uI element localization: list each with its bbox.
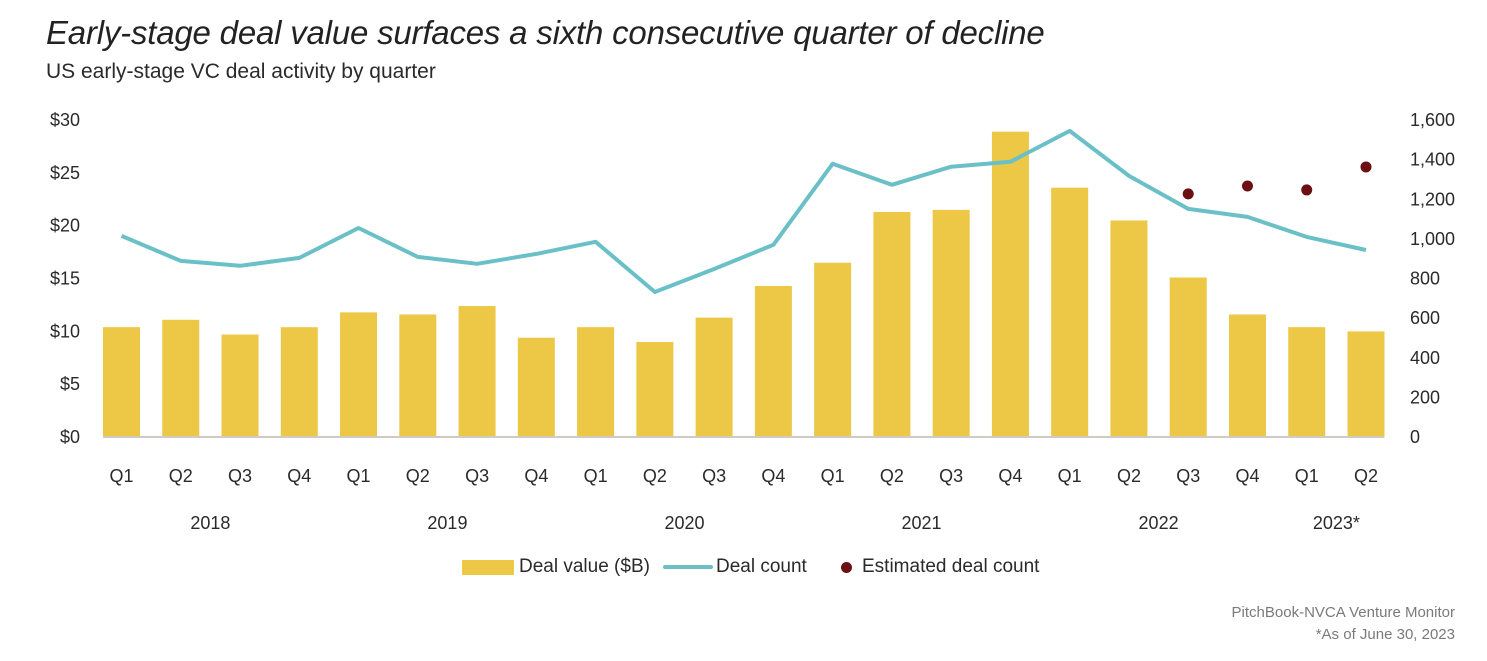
line-series [120, 128, 1367, 294]
x-tick-label: Q3 [939, 466, 963, 486]
bar-series [103, 131, 1385, 436]
bar [162, 319, 200, 436]
x-year-label: 2018 [190, 513, 230, 533]
y2-tick-label: 200 [1410, 387, 1440, 407]
y2-tick-label: 600 [1410, 308, 1440, 328]
y-tick-label: $20 [50, 216, 80, 236]
bar [517, 337, 555, 436]
x-tick-label: Q4 [287, 466, 311, 486]
x-tick-label: Q2 [406, 466, 430, 486]
legend-swatch-line [663, 565, 713, 569]
source-note: PitchBook-NVCA Venture Monitor *As of Ju… [1232, 602, 1455, 646]
x-year-label: 2020 [664, 513, 704, 533]
y-tick-label: $15 [50, 269, 80, 289]
x-axis-ticks: Q1 Q2 Q3 Q4 Q1 Q2 Q3 Q4 Q1 Q2 Q3 Q4 Q1 Q2 Q3 Q4 Q1 Q2 Q3 Q4… [109, 466, 1378, 486]
bar [754, 285, 792, 436]
bar [814, 262, 852, 436]
legend-item-deal-value: Deal value ($B) [462, 554, 650, 580]
bar [1110, 220, 1148, 436]
x-tick-label: Q1 [109, 466, 133, 486]
x-tick-label: Q2 [643, 466, 667, 486]
legend-item-deal-count: Deal count [663, 554, 807, 580]
bar [1228, 314, 1266, 436]
y2-tick-label: 1,200 [1410, 189, 1455, 209]
bar [1347, 331, 1385, 436]
dot-series [1182, 161, 1372, 200]
bar [577, 327, 615, 436]
x-year-label: 2021 [902, 513, 942, 533]
y2-tick-label: 800 [1410, 269, 1440, 289]
estimated-dot [1301, 184, 1313, 196]
bar [340, 312, 378, 436]
y-tick-label: $25 [50, 163, 80, 183]
deal-count-line [120, 128, 1367, 294]
footnote-text: *As of June 30, 2023 [1315, 626, 1455, 643]
y2-tick-label: 400 [1410, 348, 1440, 368]
bar [103, 327, 140, 436]
y-axis-left: $0 $5 $10 $15 $20 $25 $30 [50, 110, 80, 447]
x-tick-label: Q2 [880, 466, 904, 486]
x-tick-label: Q1 [1295, 466, 1319, 486]
bar [221, 334, 259, 436]
bar [991, 131, 1029, 436]
legend-label: Estimated deal count [862, 556, 1040, 577]
x-tick-label: Q3 [228, 466, 252, 486]
y2-tick-label: 1,600 [1410, 110, 1455, 130]
bar [458, 306, 496, 436]
chart-title: Early-stage deal value surfaces a sixth … [46, 14, 1045, 51]
y-axis-right: 0 200 400 600 800 1,000 1,200 1,400 1,600 [1410, 110, 1455, 447]
bar [399, 314, 437, 436]
bar [695, 317, 733, 436]
x-year-label: 2019 [427, 513, 467, 533]
x-year-label: 2022 [1139, 513, 1179, 533]
chart-subtitle: US early-stage VC deal activity by quart… [46, 60, 436, 83]
y-tick-label: $0 [60, 427, 80, 447]
x-tick-label: Q4 [524, 466, 548, 486]
bar [873, 211, 911, 436]
bar [636, 341, 674, 436]
x-year-label: 2023* [1313, 513, 1360, 533]
x-tick-label: Q3 [465, 466, 489, 486]
legend-label: Deal value ($B) [519, 556, 650, 577]
x-tick-label: Q1 [821, 466, 845, 486]
estimated-dot [1182, 188, 1194, 200]
x-tick-label: Q1 [584, 466, 608, 486]
y2-tick-label: 1,400 [1410, 150, 1455, 170]
legend-label: Deal count [716, 556, 807, 577]
x-tick-label: Q2 [169, 466, 193, 486]
y-tick-label: $10 [50, 321, 80, 341]
legend-item-estimated: Estimated deal count [841, 554, 1039, 580]
y-tick-label: $5 [60, 374, 80, 394]
x-tick-label: Q1 [347, 466, 371, 486]
x-tick-label: Q3 [702, 466, 726, 486]
y-tick-label: $30 [50, 110, 80, 130]
x-tick-label: Q1 [1058, 466, 1082, 486]
x-tick-label: Q3 [1176, 466, 1200, 486]
x-tick-label: Q2 [1117, 466, 1141, 486]
bar [1288, 327, 1326, 436]
x-tick-label: Q4 [761, 466, 785, 486]
estimated-dot [1360, 161, 1372, 173]
bar [1169, 277, 1207, 436]
x-tick-label: Q4 [1235, 466, 1259, 486]
x-tick-label: Q2 [1354, 466, 1378, 486]
bar [1051, 187, 1089, 436]
x-axis-years: 2018 2019 2020 2021 2022 2023* [190, 513, 1360, 533]
bar [280, 327, 318, 436]
estimated-dot [1241, 180, 1253, 192]
legend-swatch-bar [462, 559, 514, 575]
source-text: PitchBook-NVCA Venture Monitor [1231, 604, 1455, 621]
legend: Deal value ($B) Deal count Estimated dea… [0, 554, 1487, 580]
x-tick-label: Q4 [998, 466, 1022, 486]
y2-tick-label: 0 [1410, 427, 1420, 447]
bar [932, 209, 970, 436]
legend-swatch-dot [841, 561, 852, 573]
y2-tick-label: 1,000 [1410, 229, 1455, 249]
